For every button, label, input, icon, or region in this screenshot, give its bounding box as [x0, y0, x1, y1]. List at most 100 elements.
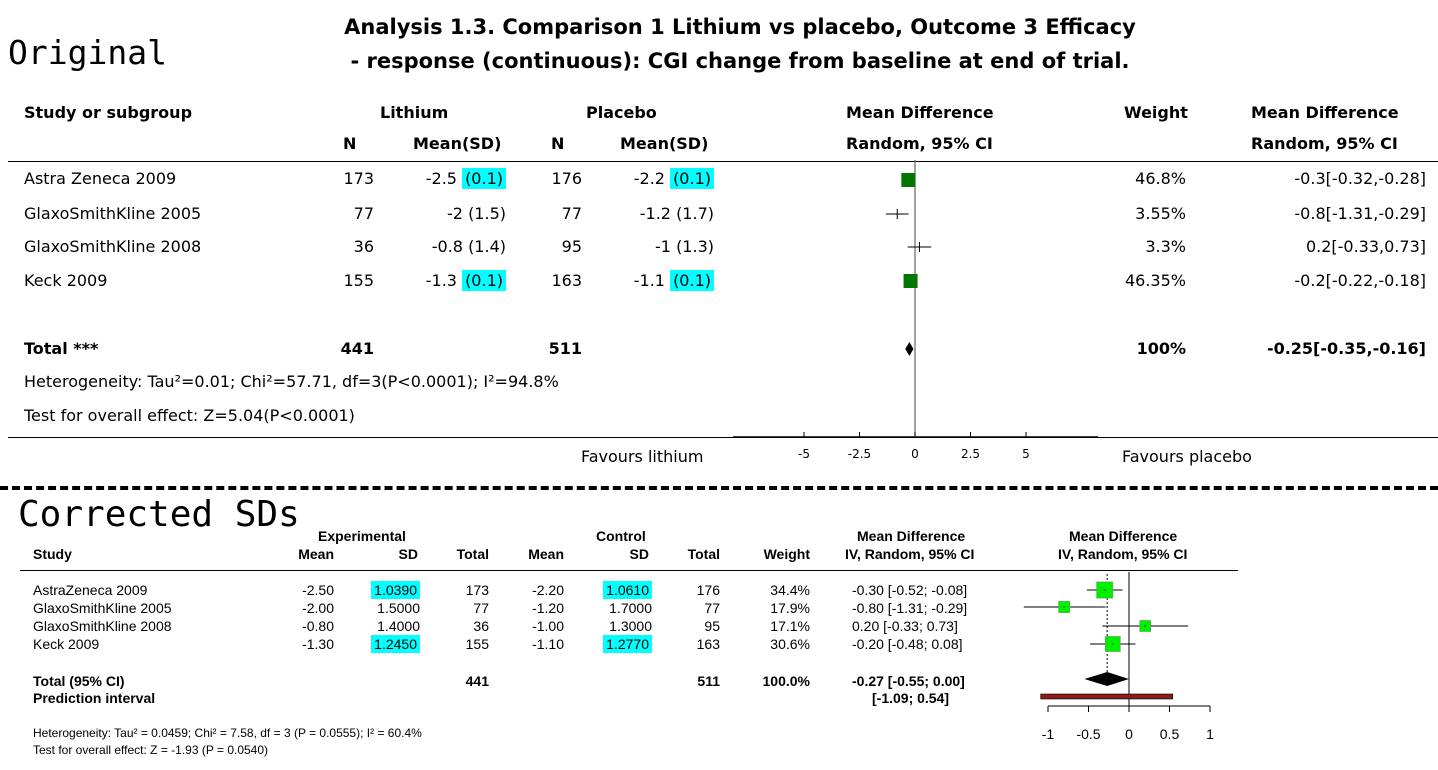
c-total-total2: 511 — [697, 673, 720, 689]
original-row-sd1: (0.1) — [462, 270, 506, 291]
c-row-total1: 173 — [465, 582, 489, 598]
x-tick-label: 0 — [911, 447, 919, 461]
original-row-meansd2: -2.2 (0.1) — [588, 168, 714, 189]
c-total-ci: -0.27 [-0.55; 0.00] — [852, 673, 965, 689]
c-total-total1: 441 — [465, 673, 489, 689]
original-heterogeneity: Heterogeneity: Tau²=0.01; Chi²=57.71, df… — [24, 372, 559, 391]
original-title-line2: - response (continuous): CGI change from… — [350, 49, 1130, 73]
original-row-mean1: -2 — [447, 204, 463, 223]
x-tick-label: -0.5 — [1076, 726, 1100, 742]
c-header-iv: IV, Random, 95% CI — [845, 546, 975, 562]
study-box — [903, 274, 918, 288]
c-header-study: Study — [33, 546, 72, 562]
corrected-label: Corrected SDs — [18, 494, 300, 535]
original-row-study: Astra Zeneca 2009 — [24, 169, 177, 188]
header-md2: Mean Difference — [1251, 103, 1399, 122]
original-row-n1: 173 — [343, 169, 374, 188]
c-row-sd2-cell: 1.3000 — [580, 618, 652, 634]
c-total-label: Total (95% CI) — [33, 673, 125, 689]
corrected-header-rule — [20, 570, 1238, 571]
header-random2: Random, 95% CI — [1251, 134, 1398, 153]
c-row-total2: 163 — [696, 636, 720, 652]
c-row-sd1: 1.4000 — [377, 618, 420, 634]
original-row-mean1: -0.8 — [431, 237, 463, 256]
c-row-ci: -0.30 [-0.52; -0.08] — [852, 582, 968, 598]
c-total-weight: 100.0% — [762, 673, 810, 689]
original-row-sd2: (1.7) — [676, 204, 714, 223]
original-row-study: GlaxoSmithKline 2008 — [24, 237, 202, 256]
original-row-mean1: -2.5 — [425, 169, 457, 188]
c-row-study: GlaxoSmithKline 2005 — [33, 600, 172, 616]
c-row-mean2: -1.10 — [532, 636, 564, 652]
c-row-study: GlaxoSmithKline 2008 — [33, 618, 172, 634]
original-row-ci: -0.3[-0.32,-0.28] — [1294, 169, 1426, 188]
c-row-ci: -0.80 [-1.31; -0.29] — [852, 600, 968, 616]
original-row-n2: 176 — [551, 169, 582, 188]
header-md: Mean Difference — [846, 103, 994, 122]
c-header-sd1: SD — [398, 546, 418, 562]
original-row-ci: -0.8[-1.31,-0.29] — [1294, 204, 1426, 223]
c-heterogeneity: Heterogeneity: Tau² = 0.0459; Chi² = 7.5… — [33, 726, 422, 740]
header-study: Study or subgroup — [24, 103, 193, 122]
c-row-sd1-cell: 1.4000 — [350, 618, 420, 634]
original-total-n1: 441 — [340, 339, 374, 358]
original-overall-effect: Test for overall effect: Z=5.04(P<0.0001… — [24, 406, 355, 425]
original-row-sd1: (1.4) — [468, 237, 506, 256]
c-row-total2: 95 — [704, 618, 720, 634]
original-row-weight: 46.8% — [1135, 169, 1186, 188]
c-row-weight: 17.1% — [770, 618, 810, 634]
c-row-sd1: 1.5000 — [377, 600, 420, 616]
c-row-weight: 34.4% — [770, 582, 810, 598]
original-row-sd2: (0.1) — [670, 168, 714, 189]
header-meansd2: Mean(SD) — [620, 134, 709, 153]
pooled-diamond — [1084, 672, 1129, 686]
study-box — [901, 173, 916, 187]
header-placebo: Placebo — [586, 103, 657, 122]
c-row-sd1-cell: 1.2450 — [350, 635, 420, 653]
c-header-experimental: Experimental — [318, 528, 406, 544]
original-row-mean2: -1.2 — [639, 204, 671, 223]
c-row-sd1: 1.2450 — [371, 635, 420, 653]
c-prediction-ci: [-1.09; 0.54] — [872, 690, 950, 706]
original-row-meansd2: -1.1 (0.1) — [588, 270, 714, 291]
c-row-ci: 0.20 [-0.33; 0.73] — [852, 618, 958, 634]
original-label: Original — [8, 33, 167, 72]
original-row-n1: 155 — [343, 271, 374, 290]
x-tick-label: -1 — [1042, 726, 1055, 742]
x-tick-label: 1 — [1206, 726, 1214, 742]
c-row-total1: 36 — [473, 618, 489, 634]
prediction-interval-bar — [1040, 693, 1174, 700]
original-row-n2: 95 — [561, 237, 582, 256]
c-overall-effect: Test for overall effect: Z = -1.93 (P = … — [33, 743, 269, 757]
c-row-sd1-cell: 1.0390 — [350, 581, 420, 599]
original-total-n2: 511 — [548, 339, 582, 358]
original-row-weight: 3.55% — [1135, 204, 1186, 223]
favours-placebo: Favours placebo — [1122, 447, 1252, 466]
c-row-sd2-cell: 1.7000 — [580, 600, 652, 616]
x-tick-label: -2.5 — [848, 447, 871, 461]
x-tick-label: 0.5 — [1160, 726, 1180, 742]
original-row-sd2: (0.1) — [670, 270, 714, 291]
original-row-meansd1: -1.3 (0.1) — [380, 270, 506, 291]
c-row-total2: 176 — [696, 582, 720, 598]
original-row-meansd1: -0.8 (1.4) — [380, 237, 506, 256]
c-row-sd2-cell: 1.0610 — [580, 581, 652, 599]
original-row-ci: 0.2[-0.33,0.73] — [1305, 237, 1426, 256]
original-row-ci: -0.2[-0.22,-0.18] — [1294, 271, 1426, 290]
c-row-mean2: -1.00 — [532, 618, 564, 634]
original-row-n1: 36 — [353, 237, 374, 256]
original-row-study: Keck 2009 — [24, 271, 108, 290]
c-header-sd2: SD — [629, 546, 649, 562]
c-row-sd2: 1.0610 — [603, 581, 652, 599]
c-row-sd1-cell: 1.5000 — [350, 600, 420, 616]
original-title-line1: Analysis 1.3. Comparison 1 Lithium vs pl… — [344, 15, 1136, 39]
c-row-mean1: -0.80 — [302, 618, 334, 634]
original-row-weight: 46.35% — [1124, 271, 1186, 290]
c-header-md-plot: Mean Difference — [1069, 528, 1178, 544]
c-row-sd2: 1.2770 — [603, 635, 652, 653]
header-n2: N — [551, 134, 565, 153]
original-row-n1: 77 — [353, 204, 374, 223]
c-row-total1: 155 — [465, 636, 489, 652]
header-weight: Weight — [1124, 103, 1188, 122]
